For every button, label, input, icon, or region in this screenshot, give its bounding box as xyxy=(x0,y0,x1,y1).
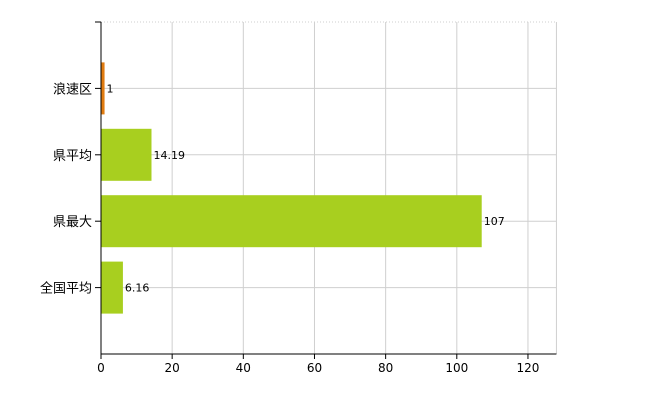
data-label: 107 xyxy=(484,215,505,228)
data-label: 1 xyxy=(107,82,114,95)
category-label: 県平均 xyxy=(53,149,92,164)
bar xyxy=(101,128,152,181)
data-label: 14.19 xyxy=(153,149,185,162)
x-tick-label: 0 xyxy=(97,361,105,375)
x-tick-label: 60 xyxy=(307,361,322,375)
x-tick-label: 40 xyxy=(236,361,251,375)
bar xyxy=(101,62,105,115)
category-label: 浪速区 xyxy=(53,82,92,97)
category-label: 県最大 xyxy=(53,215,92,230)
category-label: 全国平均 xyxy=(40,281,92,297)
x-tick-label: 100 xyxy=(445,361,468,375)
data-label: 6.16 xyxy=(125,282,150,295)
bar xyxy=(101,261,123,314)
x-tick-label: 20 xyxy=(165,361,180,375)
bar xyxy=(101,195,482,248)
x-tick-label: 80 xyxy=(378,361,393,375)
x-tick-label: 120 xyxy=(517,361,540,375)
